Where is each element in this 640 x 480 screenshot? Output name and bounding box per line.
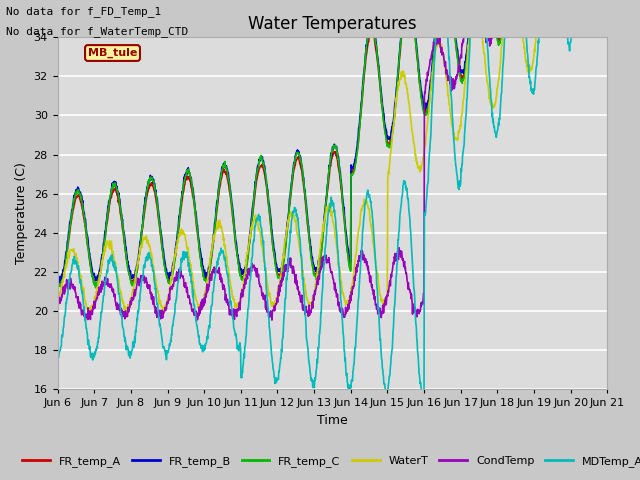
CondTemp <box>54 308 61 314</box>
FR_temp_A <box>238 275 246 280</box>
CondTemp <box>268 317 276 323</box>
WaterT <box>177 229 184 235</box>
FR_temp_C <box>177 207 184 213</box>
Y-axis label: Temperature (C): Temperature (C) <box>15 162 28 264</box>
WaterT <box>163 300 171 306</box>
Line: MDTemp_A: MDTemp_A <box>58 0 607 398</box>
CondTemp <box>237 294 245 300</box>
Text: No data for f_FD_Temp_1: No data for f_FD_Temp_1 <box>6 6 162 17</box>
FR_temp_B <box>419 94 426 99</box>
MDTemp_A <box>419 396 427 401</box>
FR_temp_A <box>177 212 184 217</box>
FR_temp_A <box>54 279 61 285</box>
CondTemp <box>419 300 426 305</box>
WaterT <box>54 302 61 308</box>
Line: FR_temp_C: FR_temp_C <box>58 0 607 288</box>
FR_temp_B <box>177 206 184 212</box>
FR_temp_A <box>54 283 62 289</box>
WaterT <box>419 161 426 167</box>
Text: No data for f_WaterTemp_CTD: No data for f_WaterTemp_CTD <box>6 25 189 36</box>
FR_temp_A <box>419 100 426 106</box>
CondTemp <box>163 306 170 312</box>
MDTemp_A <box>490 125 498 131</box>
CondTemp <box>176 271 184 276</box>
FR_temp_B <box>56 280 63 286</box>
MDTemp_A <box>54 354 61 360</box>
FR_temp_C <box>490 15 498 21</box>
MDTemp_A <box>418 391 426 396</box>
MDTemp_A <box>163 357 170 362</box>
Line: FR_temp_A: FR_temp_A <box>58 0 607 286</box>
Title: Water Temperatures: Water Temperatures <box>248 15 417 33</box>
CondTemp <box>490 21 498 26</box>
WaterT <box>238 287 246 292</box>
FR_temp_C <box>419 102 426 108</box>
FR_temp_C <box>92 285 100 291</box>
FR_temp_A <box>163 273 171 278</box>
Line: CondTemp: CondTemp <box>58 0 607 320</box>
Line: FR_temp_B: FR_temp_B <box>58 0 607 283</box>
FR_temp_B <box>163 270 171 276</box>
Line: WaterT: WaterT <box>58 0 607 314</box>
MDTemp_A <box>237 373 245 379</box>
FR_temp_C <box>163 273 171 278</box>
FR_temp_B <box>54 276 61 281</box>
WaterT <box>124 311 131 317</box>
FR_temp_C <box>54 281 61 287</box>
FR_temp_B <box>238 269 246 275</box>
Legend: FR_temp_A, FR_temp_B, FR_temp_C, WaterT, CondTemp, MDTemp_A: FR_temp_A, FR_temp_B, FR_temp_C, WaterT,… <box>17 452 640 471</box>
FR_temp_C <box>238 277 246 283</box>
MDTemp_A <box>176 270 184 276</box>
Text: MB_tule: MB_tule <box>88 48 137 58</box>
WaterT <box>490 103 498 109</box>
FR_temp_B <box>490 9 498 14</box>
X-axis label: Time: Time <box>317 414 348 427</box>
FR_temp_A <box>490 15 498 21</box>
